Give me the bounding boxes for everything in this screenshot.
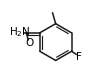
Text: O: O	[25, 38, 33, 48]
Text: F: F	[76, 52, 81, 62]
Text: H$_2$N: H$_2$N	[9, 25, 31, 39]
